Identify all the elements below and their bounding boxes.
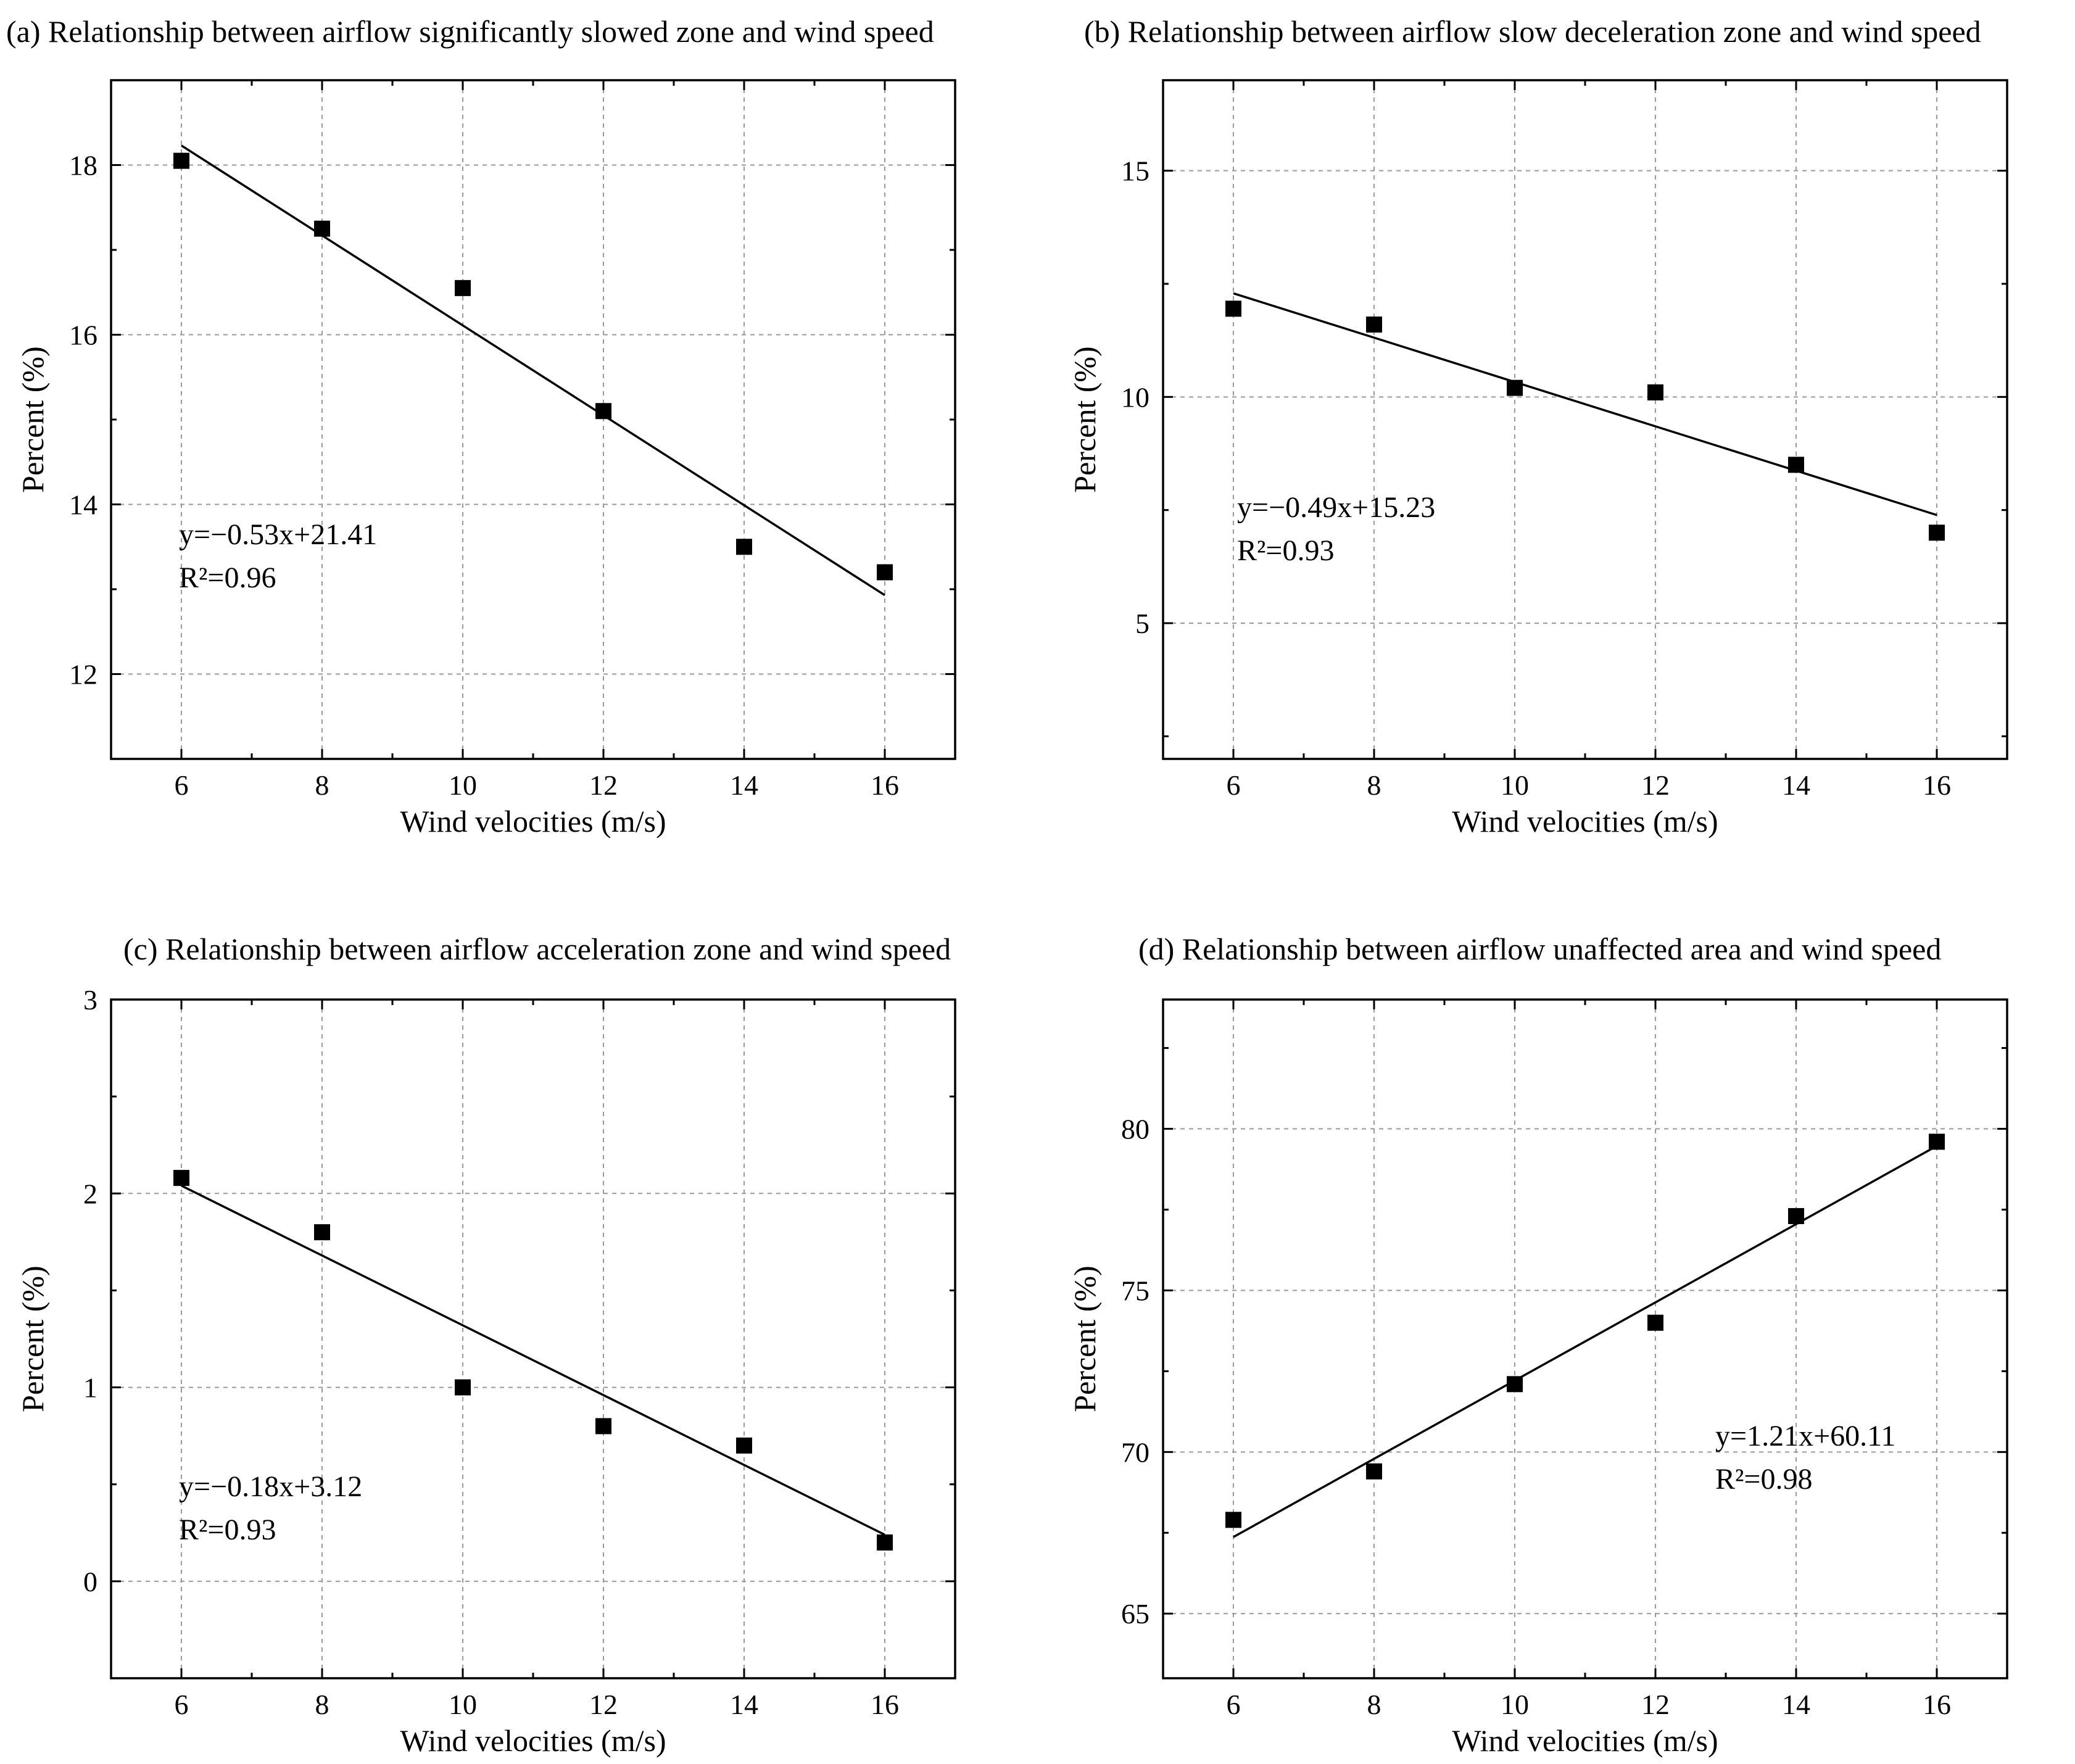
y-axis-label: Percent (%) [15, 1265, 50, 1412]
x-tick-label: 10 [1501, 1689, 1529, 1720]
plot-frame [1162, 998, 2008, 1679]
x-tick-label: 8 [315, 769, 329, 801]
y-tick-label: 80 [1121, 1114, 1149, 1145]
data-point [595, 403, 611, 420]
x-tick-label: 12 [1641, 769, 1670, 801]
y-axis-label: Percent (%) [15, 346, 50, 492]
data-point [877, 1534, 893, 1551]
x-tick-label: 8 [1367, 1689, 1381, 1720]
data-point [1366, 1463, 1382, 1480]
fit-equation: y=−0.49x+15.23 [1237, 491, 1435, 524]
x-tick-label: 6 [1227, 1689, 1241, 1720]
data-point [1507, 1376, 1523, 1393]
x-tick-label: 16 [871, 1689, 899, 1720]
x-axis-label: Wind velocities (m/s) [1452, 804, 1718, 839]
panel-a: (a) Relationship between airflow signifi… [6, 14, 956, 839]
y-tick-label: 1 [83, 1372, 97, 1404]
data-point [736, 1437, 752, 1454]
y-axis-label: Percent (%) [1067, 346, 1102, 492]
r-squared: R²=0.98 [1715, 1463, 1812, 1496]
y-tick-label: 3 [83, 984, 97, 1016]
fit-line [181, 144, 885, 597]
y-tick-label: 65 [1121, 1598, 1149, 1629]
x-tick-label: 8 [315, 1689, 329, 1720]
x-tick-label: 6 [1227, 769, 1241, 801]
x-tick-label: 16 [1923, 1689, 1951, 1720]
y-tick-label: 15 [1121, 155, 1149, 187]
data-point [314, 1224, 330, 1241]
plot-frame [110, 998, 956, 1679]
data-point [173, 152, 189, 169]
fit-equation: y=−0.53x+21.41 [179, 518, 377, 551]
x-tick-label: 14 [730, 769, 758, 801]
fit-equation: y=1.21x+60.11 [1715, 1420, 1895, 1452]
y-tick-label: 16 [69, 320, 97, 351]
x-axis-label: Wind velocities (m/s) [400, 1723, 666, 1758]
data-point [1366, 317, 1382, 333]
y-tick-label: 70 [1121, 1436, 1149, 1468]
data-point [1225, 300, 1241, 317]
fit-equation: y=−0.18x+3.12 [179, 1470, 362, 1503]
plot-frame [1162, 79, 2008, 760]
data-point [455, 1379, 471, 1396]
fit-line [1233, 1145, 1937, 1538]
data-point [173, 1170, 189, 1186]
data-point [595, 1418, 611, 1435]
x-tick-label: 6 [175, 769, 189, 801]
r-squared: R²=0.96 [179, 561, 276, 594]
y-tick-label: 75 [1121, 1275, 1149, 1306]
y-axis-label: Percent (%) [1067, 1265, 1102, 1412]
data-point [455, 280, 471, 296]
data-point [1647, 1314, 1663, 1331]
fit-line [181, 1185, 885, 1536]
y-tick-label: 14 [69, 489, 97, 521]
panel-b: (b) Relationship between airflow slow de… [1067, 14, 2008, 839]
data-point [314, 220, 330, 237]
y-tick-label: 10 [1121, 381, 1149, 413]
x-tick-label: 12 [589, 769, 618, 801]
chart-title: (d) Relationship between airflow unaffec… [1138, 932, 1941, 966]
x-tick-label: 12 [589, 1689, 618, 1720]
x-axis-label: Wind velocities (m/s) [1452, 1723, 1718, 1758]
x-tick-label: 16 [871, 769, 899, 801]
r-squared: R²=0.93 [1237, 534, 1334, 567]
x-tick-label: 14 [1782, 1689, 1810, 1720]
x-tick-label: 14 [730, 1689, 758, 1720]
y-tick-label: 18 [69, 150, 97, 181]
x-tick-label: 16 [1923, 769, 1951, 801]
chart-title: (c) Relationship between airflow acceler… [123, 932, 951, 966]
data-point [1929, 524, 1945, 541]
data-point [1507, 379, 1523, 396]
fit-line [1233, 292, 1937, 516]
x-tick-label: 12 [1641, 1689, 1670, 1720]
chart-title: (b) Relationship between airflow slow de… [1084, 14, 1981, 49]
x-tick-label: 6 [175, 1689, 189, 1720]
x-tick-label: 10 [449, 769, 477, 801]
y-tick-label: 5 [1135, 608, 1149, 639]
panel-d: (d) Relationship between airflow unaffec… [1067, 932, 2008, 1758]
x-tick-label: 10 [449, 1689, 477, 1720]
x-tick-label: 10 [1501, 769, 1529, 801]
chart-title: (a) Relationship between airflow signifi… [6, 14, 934, 49]
x-tick-label: 14 [1782, 769, 1810, 801]
data-point [1788, 457, 1804, 473]
panel-c: (c) Relationship between airflow acceler… [15, 932, 956, 1758]
data-point [1788, 1207, 1804, 1224]
y-tick-label: 12 [69, 659, 97, 690]
y-tick-label: 0 [83, 1566, 97, 1597]
x-axis-label: Wind velocities (m/s) [400, 804, 666, 839]
data-point [1929, 1133, 1945, 1150]
data-point [877, 564, 893, 581]
y-tick-label: 2 [83, 1178, 97, 1209]
x-tick-label: 8 [1367, 769, 1381, 801]
data-point [1647, 384, 1663, 400]
data-point [1225, 1512, 1241, 1528]
r-squared: R²=0.93 [179, 1513, 276, 1546]
data-point [736, 539, 752, 555]
